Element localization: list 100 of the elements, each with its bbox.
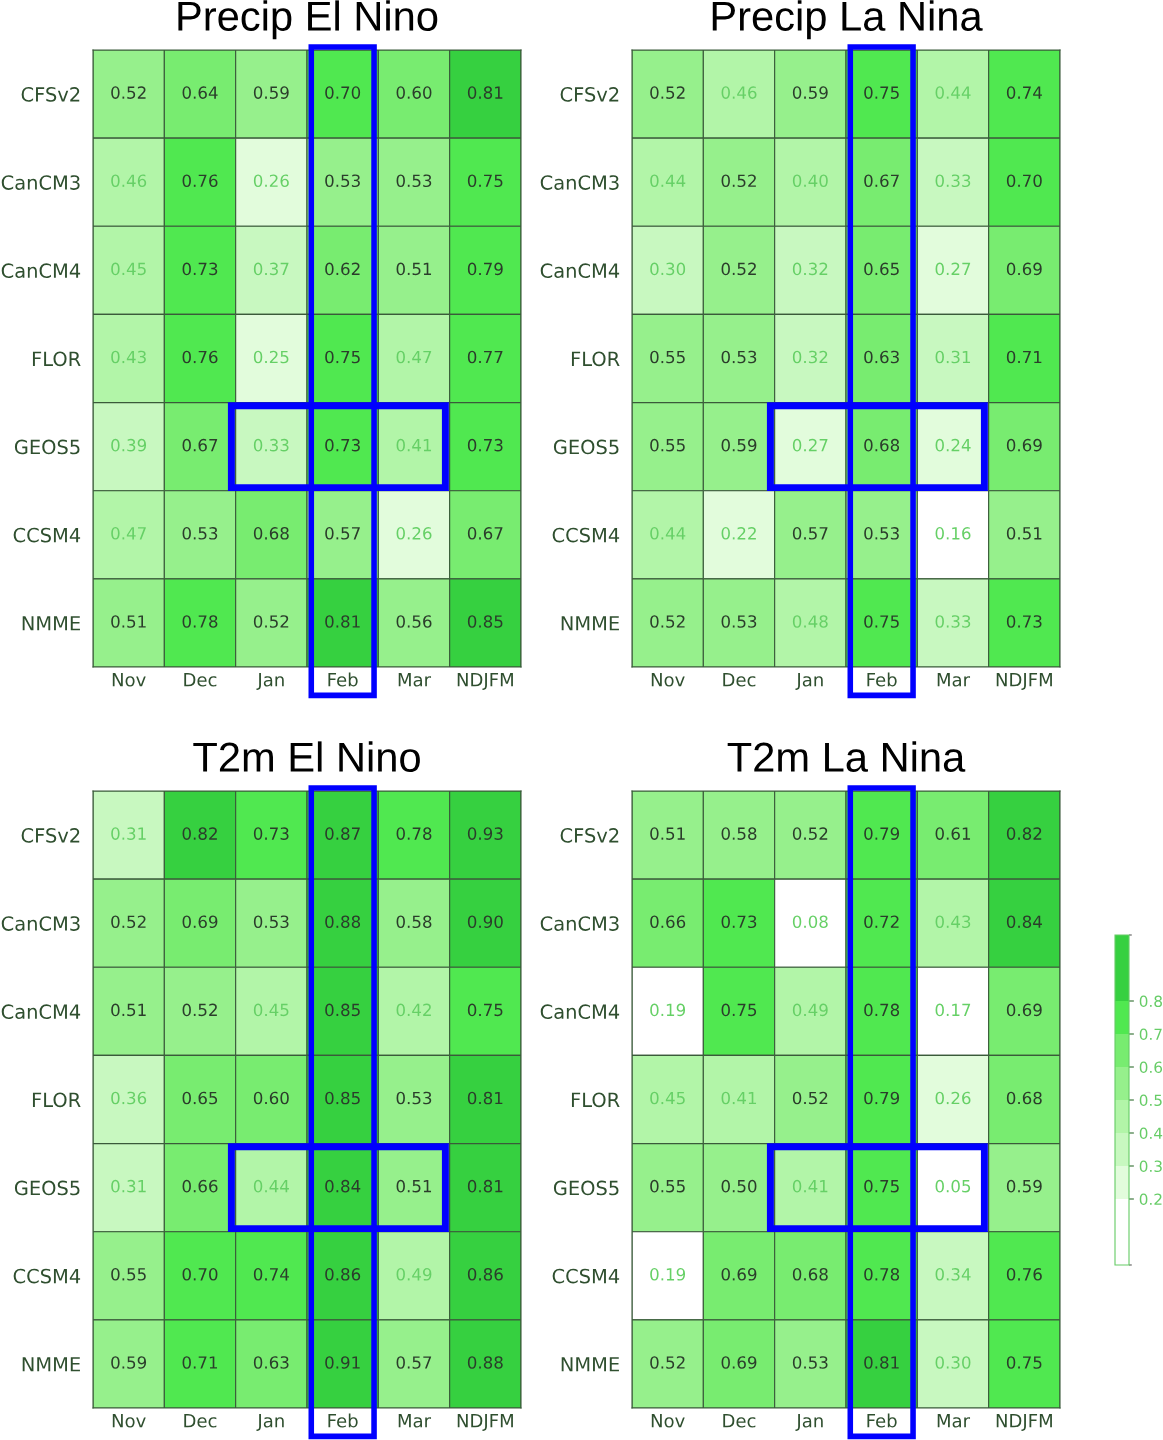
data-label: 0.24 bbox=[935, 438, 971, 452]
data-label: 0.87 bbox=[325, 827, 360, 840]
data-label: 0.52 bbox=[650, 1356, 685, 1369]
data-label: 0.27 bbox=[792, 438, 828, 452]
data-label: 0.52 bbox=[650, 615, 685, 628]
data-label: 0.47 bbox=[111, 527, 146, 540]
data-label: 0.70 bbox=[182, 1268, 218, 1281]
data-label: 0.52 bbox=[111, 86, 146, 99]
data-label: 0.59 bbox=[1006, 1179, 1042, 1193]
data-label: 0.53 bbox=[396, 174, 432, 188]
data-label: 0.37 bbox=[253, 262, 289, 276]
y-tick-label: CanCM4 bbox=[1, 1004, 81, 1020]
data-label: 0.32 bbox=[792, 262, 828, 276]
y-tick-label: CanCM3 bbox=[540, 175, 619, 190]
data-label: 0.70 bbox=[1006, 174, 1042, 188]
data-label: 0.88 bbox=[325, 915, 361, 929]
data-label: 0.75 bbox=[721, 1003, 757, 1017]
data-label: 0.36 bbox=[111, 1091, 147, 1105]
y-tick-label: CanCM4 bbox=[540, 263, 620, 279]
color-bar-label: 0.7 bbox=[1139, 1028, 1162, 1041]
data-label: 0.26 bbox=[935, 1091, 971, 1105]
data-label: 0.63 bbox=[864, 350, 899, 364]
data-label: 0.39 bbox=[111, 438, 147, 452]
data-label: 0.90 bbox=[467, 915, 503, 929]
y-tick-label: CCSM4 bbox=[552, 527, 620, 543]
chart-title: Precip El Nino bbox=[178, 0, 438, 40]
x-tick-label: NDJFM bbox=[996, 1414, 1052, 1431]
x-tick-label: Dec bbox=[723, 673, 756, 687]
data-label: 0.41 bbox=[396, 438, 432, 452]
data-label: 0.85 bbox=[325, 1091, 360, 1105]
data-label: 0.67 bbox=[182, 438, 218, 452]
y-tick-label: CFSv2 bbox=[21, 828, 80, 843]
data-label: 0.45 bbox=[253, 1003, 289, 1017]
data-label: 0.34 bbox=[935, 1268, 971, 1281]
data-label: 0.82 bbox=[1006, 827, 1042, 840]
data-label: 0.32 bbox=[792, 350, 828, 364]
data-label: 0.53 bbox=[182, 527, 218, 540]
data-label: 0.69 bbox=[1006, 262, 1042, 276]
chart-title: T2m El Nino bbox=[193, 741, 420, 772]
data-label: 0.93 bbox=[467, 827, 503, 840]
y-tick-label: CanCM4 bbox=[1, 263, 81, 279]
color-bar-label: 0.5 bbox=[1139, 1094, 1162, 1107]
data-label: 0.33 bbox=[935, 615, 971, 628]
data-label: 0.81 bbox=[467, 1179, 503, 1193]
data-label: 0.52 bbox=[792, 827, 828, 840]
data-label: 0.53 bbox=[792, 1356, 828, 1369]
data-label: 0.69 bbox=[721, 1268, 757, 1281]
data-label: 0.58 bbox=[721, 827, 757, 840]
data-label: 0.75 bbox=[467, 1003, 503, 1017]
data-label: 0.44 bbox=[650, 527, 686, 540]
data-label: 0.31 bbox=[935, 350, 971, 364]
data-label: 0.55 bbox=[650, 438, 685, 452]
data-label: 0.68 bbox=[1006, 1091, 1042, 1105]
data-label: 0.73 bbox=[182, 262, 218, 276]
y-tick-label: GEOS5 bbox=[14, 1180, 80, 1196]
y-tick-label: CFSv2 bbox=[560, 87, 619, 102]
data-label: 0.48 bbox=[792, 615, 828, 628]
y-tick-label: GEOS5 bbox=[14, 439, 80, 455]
data-label: 0.75 bbox=[864, 1179, 899, 1193]
data-label: 0.59 bbox=[721, 438, 757, 452]
data-label: 0.69 bbox=[721, 1356, 757, 1369]
x-tick-label: Feb bbox=[328, 672, 358, 687]
data-label: 0.76 bbox=[182, 350, 218, 364]
data-label: 0.30 bbox=[650, 262, 686, 276]
data-label: 0.47 bbox=[396, 350, 432, 364]
data-label: 0.75 bbox=[1006, 1356, 1042, 1369]
data-label: 0.26 bbox=[396, 527, 432, 540]
data-label: 0.73 bbox=[1006, 615, 1042, 628]
data-label: 0.74 bbox=[1006, 86, 1042, 99]
data-label: 0.68 bbox=[253, 527, 289, 540]
data-label: 0.86 bbox=[467, 1268, 503, 1281]
data-label: 0.77 bbox=[467, 350, 503, 364]
data-label: 0.17 bbox=[935, 1003, 971, 1017]
data-label: 0.86 bbox=[325, 1268, 361, 1281]
data-label: 0.53 bbox=[864, 527, 899, 540]
x-tick-label: Jan bbox=[256, 1414, 284, 1431]
data-label: 0.52 bbox=[111, 915, 146, 929]
data-label: 0.52 bbox=[650, 86, 685, 99]
x-tick-label: Dec bbox=[184, 1414, 217, 1428]
data-label: 0.85 bbox=[467, 615, 503, 628]
data-label: 0.16 bbox=[935, 527, 971, 540]
chart-title: Precip La Nina bbox=[712, 0, 983, 40]
data-label: 0.53 bbox=[253, 915, 289, 929]
x-tick-label: NDJFM bbox=[457, 1414, 513, 1431]
data-label: 0.44 bbox=[253, 1179, 289, 1193]
data-label: 0.57 bbox=[396, 1356, 432, 1369]
data-label: 0.52 bbox=[253, 615, 289, 628]
color-bar-label: 0.6 bbox=[1139, 1061, 1163, 1074]
x-tick-label: Mar bbox=[937, 1414, 971, 1428]
data-label: 0.68 bbox=[792, 1268, 828, 1281]
data-label: 0.08 bbox=[792, 915, 828, 929]
data-label: 0.71 bbox=[182, 1356, 218, 1369]
data-label: 0.45 bbox=[111, 262, 146, 276]
x-tick-label: NDJFM bbox=[996, 673, 1052, 690]
data-label: 0.66 bbox=[650, 915, 686, 929]
data-label: 0.66 bbox=[182, 1179, 218, 1193]
y-tick-label: CanCM3 bbox=[1, 916, 80, 931]
data-label: 0.69 bbox=[182, 915, 218, 929]
x-tick-label: Feb bbox=[867, 672, 897, 687]
data-label: 0.53 bbox=[325, 174, 360, 188]
